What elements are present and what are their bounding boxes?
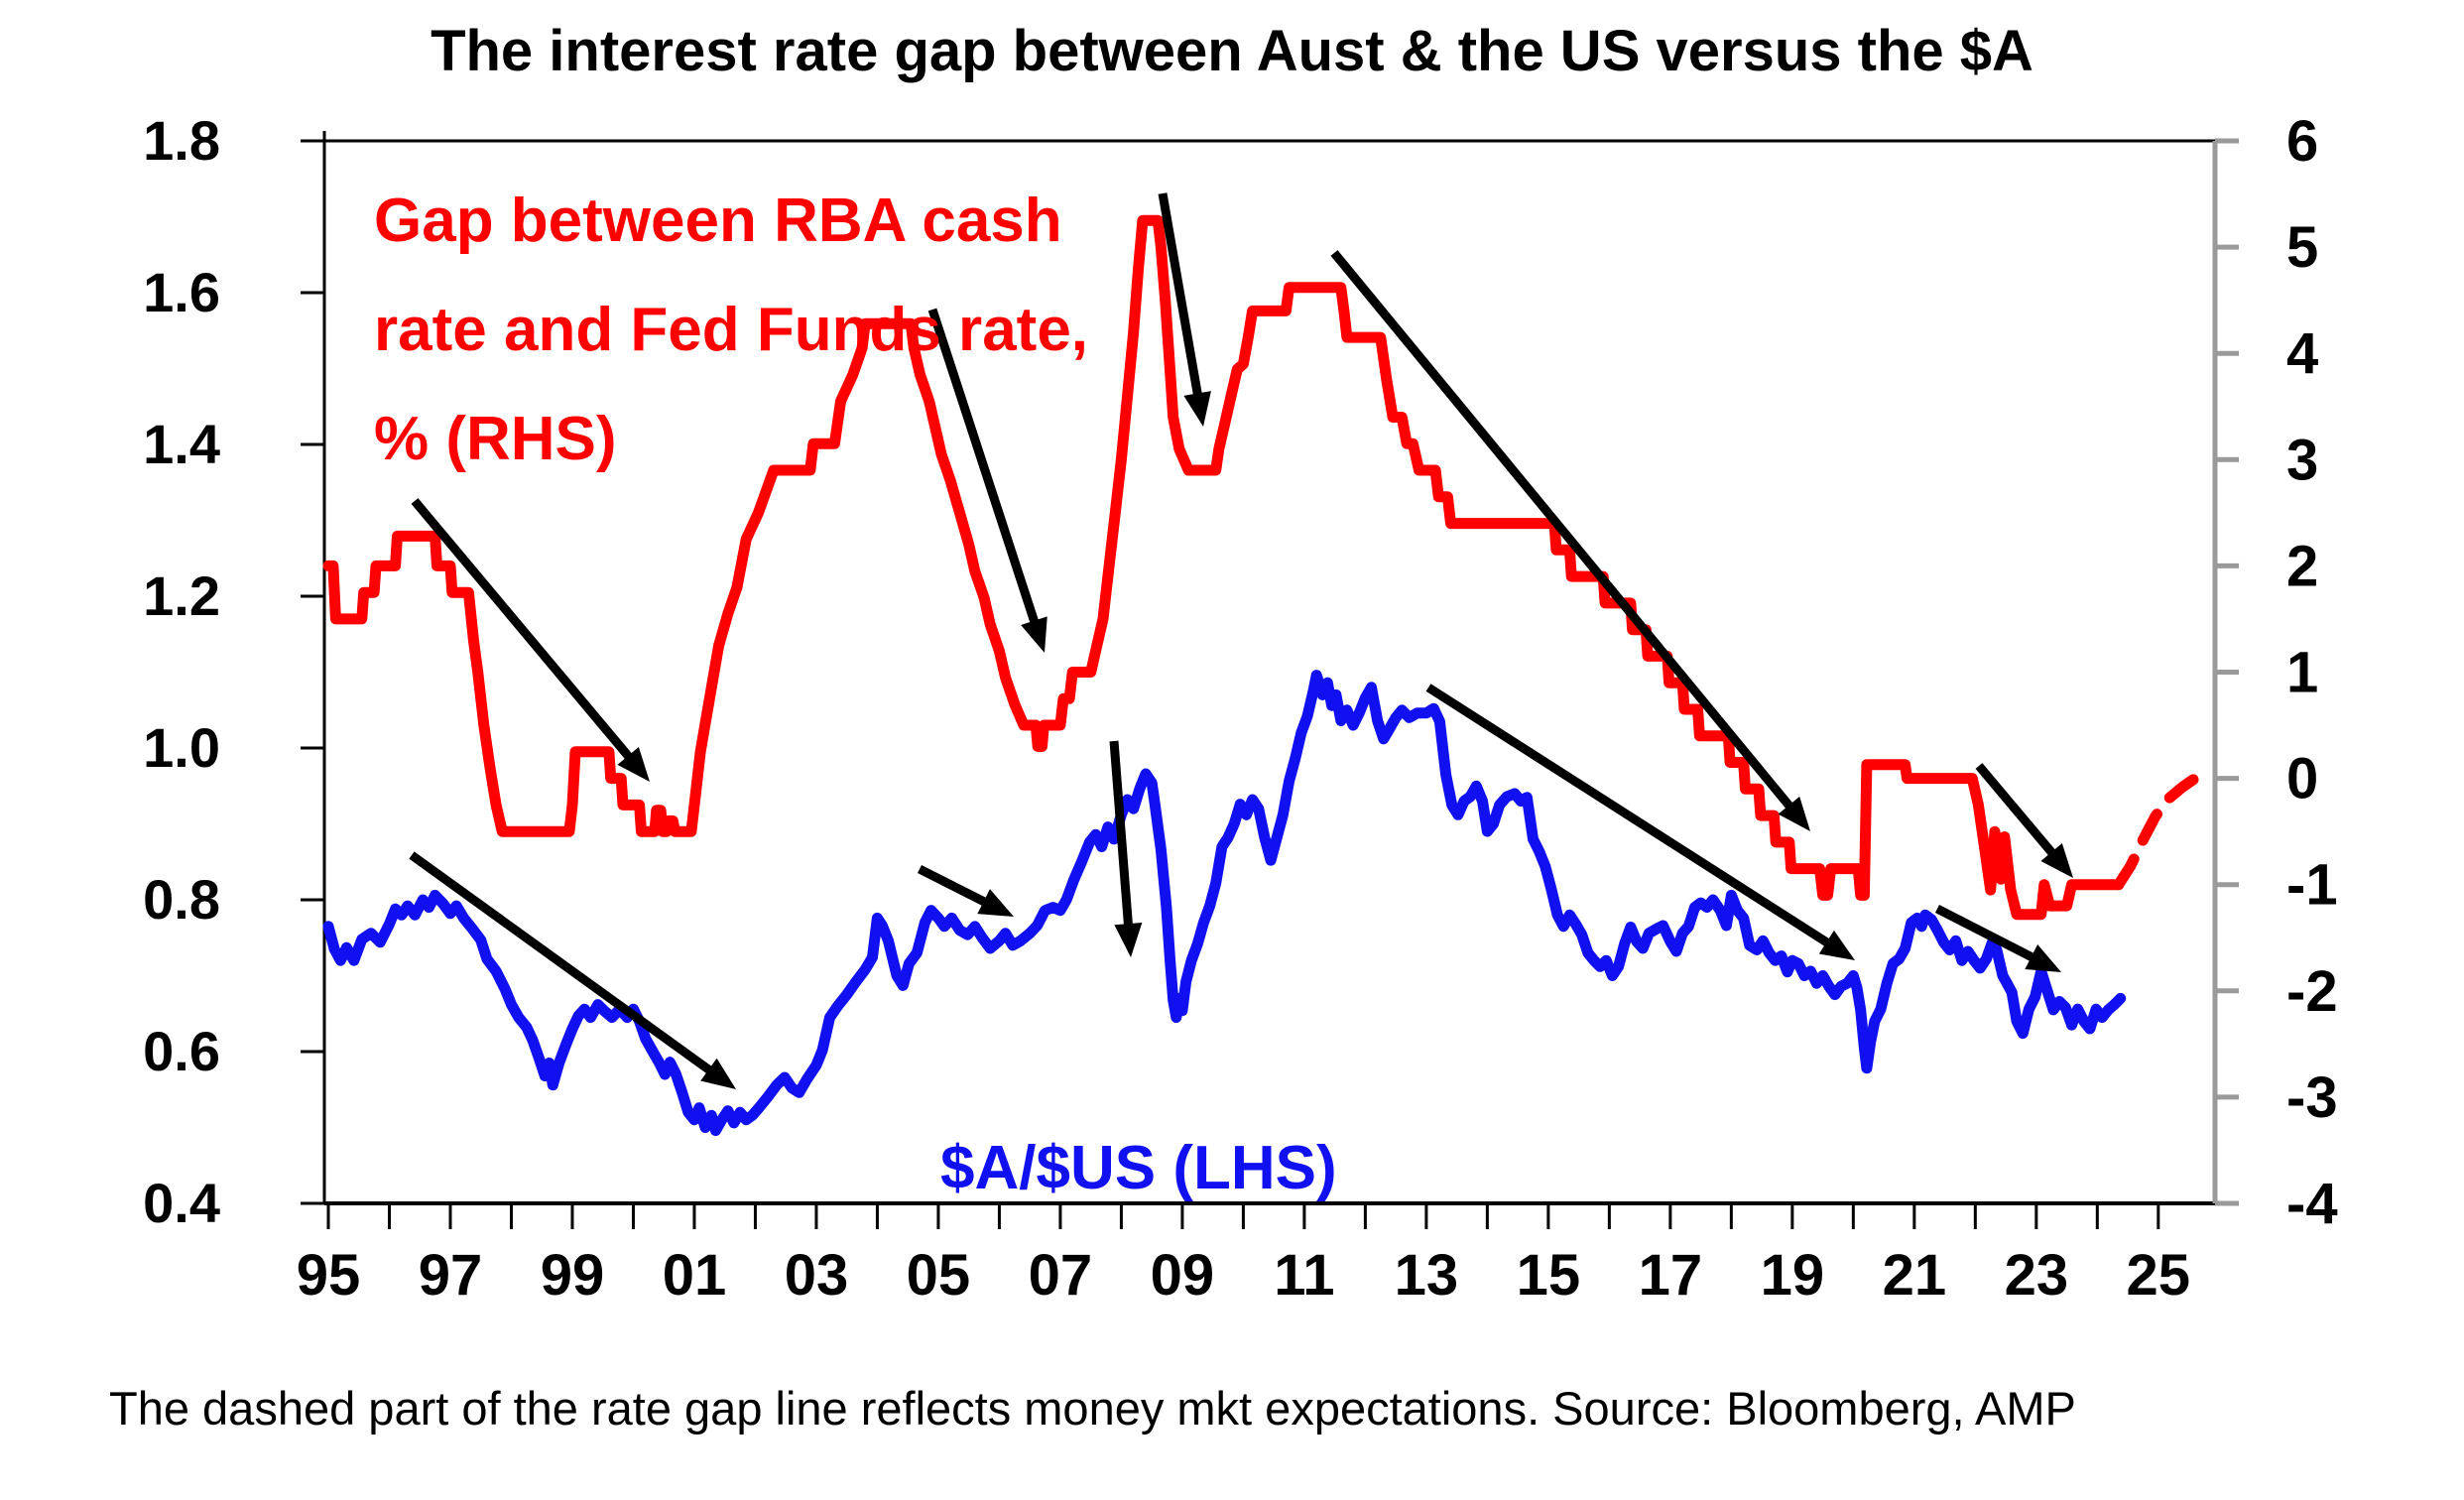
right-axis-tick-label: 3 [2286, 428, 2318, 492]
series-line-rate-gap-forecast [2113, 765, 2216, 891]
left-axis-tick-label: 0.8 [143, 868, 220, 931]
x-axis-tick-label: 05 [907, 1243, 971, 1308]
left-axis-tick-label: 1.4 [143, 413, 220, 475]
left-axis-tick-label: 1.2 [143, 564, 220, 627]
trend-arrow-shaft [1975, 763, 2063, 865]
right-axis-tick-label: 1 [2286, 641, 2318, 705]
x-axis-tick-label: 13 [1395, 1243, 1459, 1308]
x-axis-tick-label: 01 [663, 1243, 727, 1308]
x-axis-tick-label: 23 [2005, 1243, 2069, 1308]
red-series-label-line3: % (RHS) [374, 405, 617, 473]
left-axis-tick-label: 0.4 [143, 1172, 220, 1234]
right-axis-tick-label: 4 [2286, 321, 2318, 386]
x-axis-tick-label: 11 [1274, 1243, 1334, 1308]
trend-arrow-shaft [917, 864, 997, 912]
right-axis-tick-label: 6 [2286, 109, 2318, 174]
x-axis-tick-label: 99 [541, 1243, 605, 1308]
left-axis-tick-label: 1.8 [143, 109, 220, 172]
trend-arrow-head [1021, 616, 1047, 653]
source-footnote: The dashed part of the rate gap line ref… [109, 1382, 2076, 1435]
x-axis-tick-label: 07 [1029, 1243, 1093, 1308]
right-axis-tick-label: -2 [2286, 959, 2338, 1024]
trend-arrow-head [1183, 391, 1211, 427]
trend-arrow-shaft [409, 851, 721, 1080]
series-line-rate-gap [322, 214, 2125, 921]
right-axis-tick-label: -3 [2286, 1065, 2338, 1130]
x-axis-tick-label: 95 [297, 1243, 361, 1308]
red-series-label-line2: rate and Fed Funds rate, [374, 296, 1089, 364]
x-axis-tick-label: 15 [1517, 1243, 1581, 1308]
x-axis-tick-label: 17 [1639, 1243, 1703, 1308]
x-axis-tick-label: 19 [1761, 1243, 1825, 1308]
blue-series-label: $A/$US (LHS) [940, 1134, 1337, 1202]
x-axis-tick-label: 03 [785, 1243, 849, 1308]
trend-arrow-shaft [411, 498, 640, 769]
right-axis-tick-label: -1 [2286, 853, 2338, 918]
trend-arrow-shaft [927, 308, 1043, 634]
trend-arrow-shaft [1934, 904, 2044, 966]
left-axis-tick-label: 0.6 [143, 1020, 220, 1082]
trend-arrow-shaft [1158, 192, 1204, 407]
x-axis-tick-label: 25 [2127, 1243, 2191, 1308]
red-series-label: Gap between RBA cash rate and Fed Funds … [374, 167, 1088, 494]
trend-arrow-shaft [1330, 250, 1800, 817]
red-series-label-line1: Gap between RBA cash [374, 187, 1062, 255]
chart-title: The interest rate gap between Aust & the… [431, 19, 2033, 83]
trend-arrow-head [977, 889, 1014, 917]
left-axis-tick-label: 1.0 [143, 716, 220, 779]
trend-arrow-head [617, 746, 650, 782]
trend-arrow-head [1778, 796, 1810, 831]
x-axis-tick-label: 97 [419, 1243, 483, 1308]
trend-arrow-head [1818, 930, 1855, 960]
series-line-aud [322, 670, 2127, 1137]
right-axis-tick-label: 5 [2286, 215, 2318, 280]
x-axis-tick-label: 21 [1883, 1243, 1947, 1308]
trend-arrow-head [2040, 842, 2073, 878]
right-axis-tick-label: 0 [2286, 747, 2318, 812]
trend-arrow-head [1114, 923, 1143, 957]
trend-arrow-shaft [1109, 740, 1134, 937]
left-axis-tick-label: 1.6 [143, 261, 220, 323]
trend-arrow-shaft [1425, 684, 1839, 952]
x-axis-tick-label: 09 [1151, 1243, 1215, 1308]
trend-arrow-head [700, 1058, 736, 1089]
trend-arrow-head [2025, 944, 2061, 972]
right-axis-tick-label: -4 [2286, 1172, 2338, 1236]
right-axis-tick-label: 2 [2286, 534, 2318, 598]
